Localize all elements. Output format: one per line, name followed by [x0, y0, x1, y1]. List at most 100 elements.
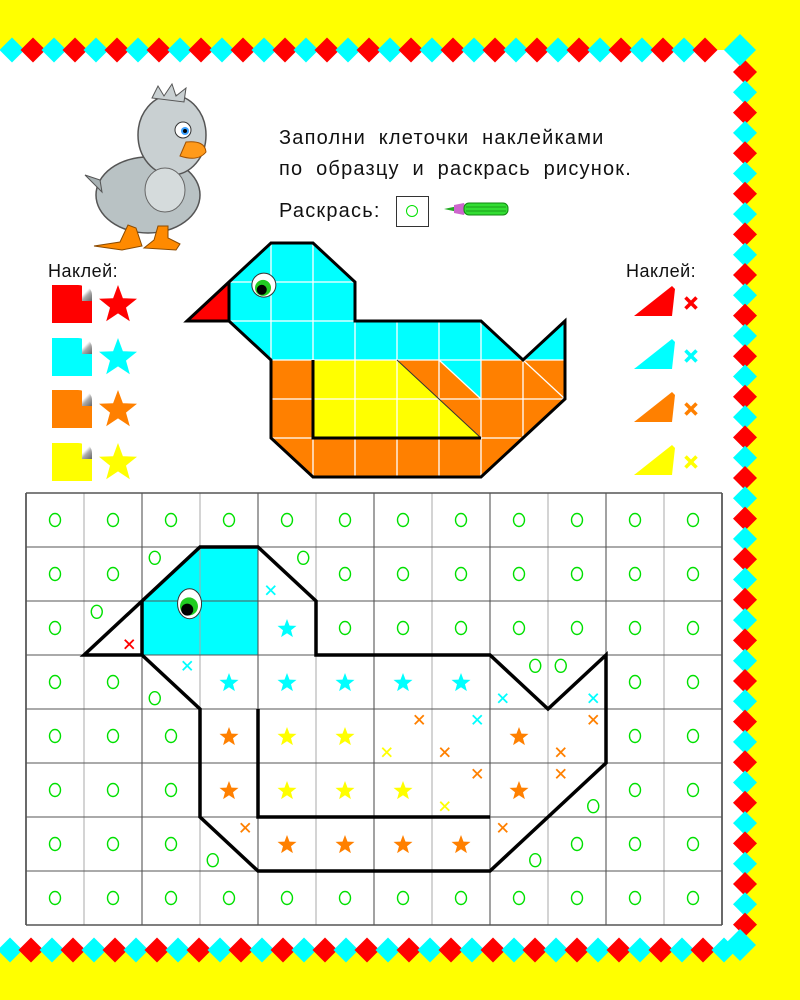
border-diamond — [314, 37, 340, 63]
green-circle-mark — [587, 799, 600, 814]
legend-star — [99, 442, 137, 479]
border-diamond — [724, 34, 756, 66]
yellow-star-mark — [393, 781, 413, 800]
border-diamond — [648, 937, 674, 963]
green-circle-mark — [338, 620, 352, 636]
border-diamond — [291, 937, 317, 963]
border-diamond — [733, 181, 757, 206]
green-circle-mark — [106, 674, 120, 690]
green-circle-mark — [280, 890, 294, 906]
green-circle-mark — [628, 782, 642, 798]
border-diamond — [293, 37, 319, 63]
red-cross-mark — [124, 639, 135, 650]
border-diamond — [669, 937, 695, 963]
green-circle-mark — [396, 512, 410, 528]
cross-stroke — [124, 639, 135, 650]
border-diamond — [629, 37, 655, 63]
green-circle-mark — [570, 512, 584, 528]
border-diamond — [501, 937, 527, 963]
border-diamond — [733, 811, 757, 836]
border-diamond — [39, 937, 65, 963]
green-circle-mark — [106, 890, 120, 906]
border-diamond — [375, 937, 401, 963]
cyan-star-mark — [219, 673, 239, 692]
cyan-cross-mark — [182, 660, 193, 671]
green-circle-mark — [686, 512, 700, 528]
green-circle-mark — [106, 566, 120, 582]
border-diamond — [62, 37, 88, 63]
border-diamond — [733, 892, 757, 917]
border-diamond — [733, 486, 757, 511]
orange-star-mark — [451, 835, 471, 854]
green-circle-mark — [48, 620, 62, 636]
green-circle-mark — [628, 512, 642, 528]
cross-stroke — [240, 822, 251, 833]
border-diamond — [228, 937, 254, 963]
cross-stroke — [588, 714, 599, 725]
border-diamond — [733, 790, 757, 815]
border-diamond — [438, 937, 464, 963]
border-diamond — [733, 303, 757, 328]
green-circle-mark — [454, 890, 468, 906]
green-circle-mark — [164, 782, 178, 798]
cyan-cross-mark — [588, 693, 599, 704]
orange-cross-icon — [684, 402, 698, 416]
right-legend-title: Наклей: — [626, 261, 697, 281]
green-circle-mark — [106, 512, 120, 528]
yellow-square-sticker — [52, 442, 92, 481]
orange-cross-mark — [588, 714, 599, 725]
orange-star-mark — [509, 727, 529, 746]
green-circle-mark — [106, 782, 120, 798]
yellow-star-icon — [99, 442, 137, 479]
orange-star-mark — [219, 727, 239, 746]
border-diamond — [692, 37, 718, 63]
green-circle-mark — [628, 620, 642, 636]
green-circle-mark — [297, 550, 310, 566]
green-circle-mark — [686, 782, 700, 798]
green-circle-icon — [406, 205, 418, 217]
border-diamond — [733, 729, 757, 754]
eye-pupil — [181, 603, 194, 616]
yellow-cross-mark — [381, 747, 392, 758]
cell-line — [438, 359, 482, 400]
green-circle-mark — [628, 566, 642, 582]
green-circle-mark — [570, 890, 584, 906]
green-circle-mark — [454, 620, 468, 636]
border-diamond — [144, 937, 170, 963]
border-diamond — [543, 937, 569, 963]
legend-star — [99, 390, 137, 427]
border-diamond — [733, 202, 757, 227]
instruction-line-1: Заполни клеточки наклейками — [279, 127, 605, 149]
border-diamond — [398, 37, 424, 63]
border-diamond — [733, 445, 757, 470]
green-circle-mark — [686, 890, 700, 906]
border-diamond — [503, 37, 529, 63]
border-diamond — [733, 60, 757, 84]
border-diamond — [733, 587, 757, 612]
green-circle-mark — [48, 836, 62, 852]
cyan-star-mark — [277, 673, 297, 692]
border-diamond — [733, 526, 757, 551]
green-circle-mark — [222, 890, 236, 906]
border-diamond — [733, 628, 757, 653]
border-diamond — [312, 937, 338, 963]
border-diamond — [270, 937, 296, 963]
green-circle-mark — [570, 566, 584, 582]
green-circle-mark — [686, 728, 700, 744]
wing-outline — [256, 709, 490, 819]
border-diamond — [733, 872, 757, 896]
green-circle-mark — [570, 620, 584, 636]
border-diamond — [627, 937, 653, 963]
border-diamond — [354, 937, 380, 963]
border-diamond — [104, 37, 130, 63]
border-diamond — [81, 937, 107, 963]
border-diamond — [733, 242, 757, 267]
border-diamond — [0, 37, 25, 63]
green-circle-mark — [90, 604, 103, 620]
border-diamond — [207, 937, 233, 963]
green-circle-mark — [454, 512, 468, 528]
wing-diagonal — [396, 359, 482, 439]
green-circle-mark — [222, 512, 236, 528]
green-circle-mark — [570, 836, 584, 852]
green-circle-mark — [280, 512, 294, 528]
